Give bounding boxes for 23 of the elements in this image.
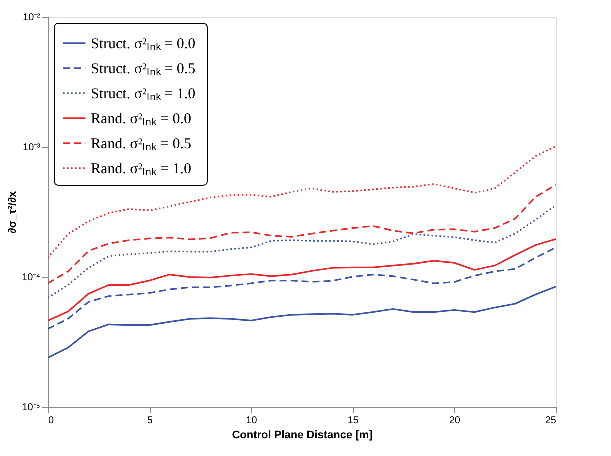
line-series (48, 238, 556, 322)
legend-label: Rand. σ²ₗₙₖ = 0.0 (91, 112, 192, 128)
legend-label: Struct. σ²ₗₙₖ = 0.5 (91, 62, 196, 78)
y-axis-title: ∂σ_τ²/∂x (7, 190, 20, 234)
x-tick-label: 25 (545, 416, 557, 426)
y-tick-label: 10⁻⁵ (22, 402, 40, 414)
y-tick-label: 10⁻² (23, 12, 42, 24)
line-series (48, 184, 556, 284)
y-tick-label: 10⁻⁴ (22, 272, 40, 284)
x-tick-label: 0 (48, 416, 54, 426)
x-tick-label: 5 (147, 416, 154, 426)
x-tick-label: 15 (348, 416, 360, 426)
legend-label: Struct. σ²ₗₙₖ = 1.0 (91, 86, 196, 102)
legend-label: Struct. σ²ₗₙₖ = 0.0 (91, 36, 196, 52)
x-axis-title: Control Plane Distance [m] (232, 430, 374, 442)
y-tick-label: 10⁻³ (23, 142, 42, 154)
line-series (48, 286, 556, 359)
x-tick-label: 20 (449, 416, 461, 426)
line-series (48, 246, 556, 330)
legend-label: Rand. σ²ₗₙₖ = 1.0 (91, 162, 192, 178)
legend-label: Rand. σ²ₗₙₖ = 0.5 (91, 136, 192, 152)
line-series (48, 204, 556, 299)
x-tick-label: 10 (246, 416, 258, 426)
